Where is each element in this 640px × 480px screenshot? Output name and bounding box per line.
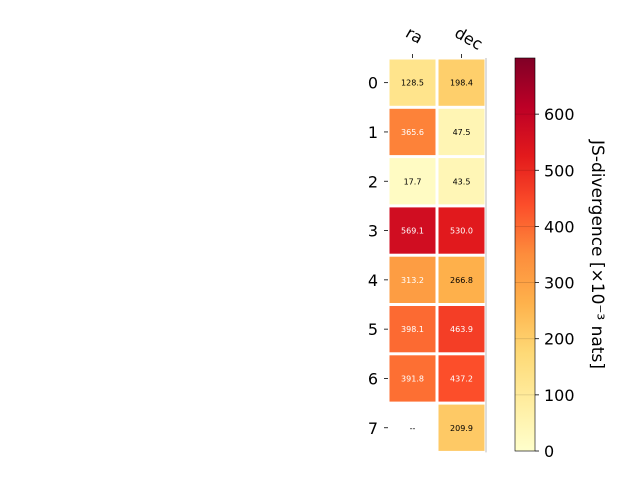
cell-value-label: 437.2	[450, 374, 473, 383]
row-label: 5	[368, 320, 378, 339]
cell-value-label: 17.7	[404, 177, 422, 186]
colorbar-tick-label: 0	[544, 442, 554, 461]
heatmap-cell	[438, 207, 485, 254]
heatmap-cell	[438, 158, 485, 205]
cell-value-label: 198.4	[450, 79, 473, 88]
row-label: 0	[368, 74, 378, 93]
cell-value-label: 398.1	[401, 325, 424, 334]
heatmap-cell	[438, 256, 485, 303]
heatmap-cell	[389, 108, 436, 156]
heatmap-cell	[389, 306, 436, 353]
cell-value-label: 391.8	[401, 374, 424, 383]
cell-value-label: 365.6	[401, 128, 424, 137]
heatmap-cell	[389, 256, 436, 303]
heatmap-cell	[389, 158, 436, 205]
cell-value-label: 43.5	[453, 177, 471, 186]
row-label: 1	[368, 123, 378, 142]
colorbar-tick-label: 300	[544, 274, 575, 293]
cell-value-label: 463.9	[450, 325, 473, 334]
colorbar-tick-label: 500	[544, 161, 575, 180]
colorbar	[514, 57, 536, 452]
cell-value-label: 313.2	[401, 276, 424, 285]
colorbar-label: JS-divergence [×10⁻³ nats]	[587, 139, 607, 369]
colorbar-tick-label: 100	[544, 386, 575, 405]
cell-value-label: 209.9	[450, 424, 473, 433]
row-label: 2	[368, 172, 378, 191]
cell-value-label: 530.0	[450, 227, 473, 236]
heatmap-cell	[438, 108, 485, 156]
heatmap-cell	[438, 306, 485, 353]
heatmap-cell	[438, 59, 485, 106]
colorbar-tick-label: 600	[544, 105, 575, 124]
row-label: 4	[368, 271, 378, 290]
colorbar-tick-label: 200	[544, 330, 575, 349]
heatmap-cell	[389, 59, 436, 106]
cell-missing-label: --	[410, 424, 416, 433]
column-label: dec	[452, 23, 486, 54]
heatmap-cell	[438, 404, 485, 451]
row-label: 3	[368, 222, 378, 241]
row-label: 7	[368, 419, 378, 438]
heatmap-cell	[389, 355, 436, 402]
cell-value-label: 128.5	[401, 79, 424, 88]
cell-value-label: 569.1	[401, 227, 424, 236]
colorbar-tick-label: 400	[544, 217, 575, 236]
row-label: 6	[368, 369, 378, 388]
cell-value-label: 47.5	[453, 128, 471, 137]
cell-value-label: 266.8	[450, 276, 473, 285]
column-label: ra	[403, 23, 427, 48]
heatmap-cell	[438, 355, 485, 402]
heatmap-cell	[389, 207, 436, 254]
